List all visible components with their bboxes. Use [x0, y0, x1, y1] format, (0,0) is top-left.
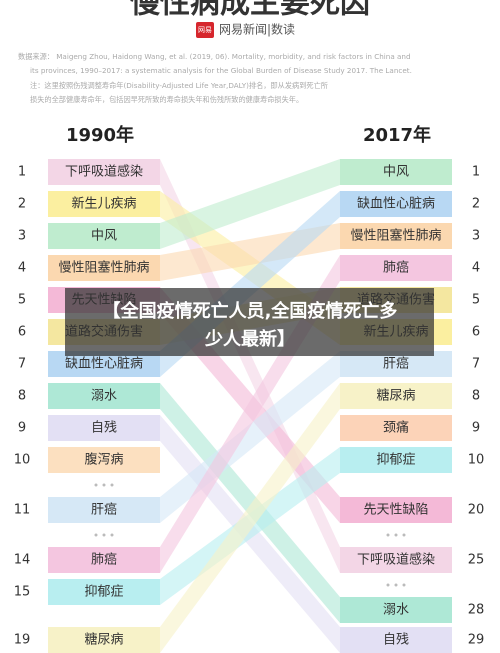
ellipsis [94, 483, 406, 587]
rank: 3 [18, 229, 26, 244]
label-box [48, 579, 160, 605]
label: 下呼吸道感染 [357, 552, 435, 568]
label-box [48, 383, 160, 409]
rank: 10 [14, 453, 31, 468]
rank: 9 [472, 421, 480, 436]
logo-text: 网易新闻|数读 [219, 22, 295, 37]
rank: 4 [472, 261, 480, 276]
rank: 7 [472, 357, 480, 372]
label: 肝癌 [91, 502, 117, 518]
label-box [48, 497, 160, 523]
label-box [340, 447, 452, 473]
label: 先天性缺陷 [363, 503, 428, 518]
rank: 6 [472, 325, 480, 340]
label: 慢性阻塞性肺病 [350, 228, 441, 244]
label: 溺水 [91, 389, 117, 404]
label-box [48, 255, 160, 281]
label-box [340, 627, 452, 653]
label: 新生儿疾病 [71, 196, 136, 212]
title: 慢性病成主要死因 [130, 0, 370, 21]
rank: 8 [18, 389, 26, 404]
source-line: 数据来源： Maigeng Zhou, Haidong Wang, et al.… [18, 52, 411, 61]
column-title: 1990年 [66, 124, 134, 146]
links [160, 159, 340, 653]
rank: 1 [472, 165, 480, 180]
overlay-banner [65, 288, 434, 356]
overlay-text: 【全国疫情死亡人员,全国疫情死亡多 [103, 300, 398, 322]
rank: 19 [14, 633, 31, 648]
rank: 11 [14, 503, 31, 518]
rank: 9 [18, 421, 26, 436]
label-box [340, 597, 452, 623]
label-box [340, 497, 452, 523]
label: 溺水 [383, 603, 409, 618]
label: 缺血性心脏病 [65, 357, 143, 372]
rank: 25 [468, 553, 485, 568]
label-box [340, 223, 452, 249]
label: 下呼吸道感染 [65, 164, 143, 180]
label-box [48, 447, 160, 473]
rank: 5 [472, 293, 480, 308]
label: 中风 [383, 165, 409, 180]
label: 肺癌 [383, 260, 409, 276]
rank: 28 [468, 603, 485, 618]
label-box [340, 255, 452, 281]
link [160, 383, 340, 653]
label: 自残 [383, 633, 409, 648]
label: 肺癌 [91, 552, 117, 568]
label: 慢性阻塞性肺病 [58, 260, 149, 276]
label: 腹泻病 [84, 452, 123, 468]
rank: 2 [18, 197, 26, 212]
rank: 29 [468, 633, 485, 648]
label-box [48, 627, 160, 653]
rank: 15 [14, 585, 31, 600]
label: 抑郁症 [376, 453, 415, 468]
rank: 1 [18, 165, 26, 180]
rank: 10 [468, 453, 485, 468]
rank: 6 [18, 325, 26, 340]
source-line: its provinces, 1990–2017: a systematic a… [30, 66, 412, 75]
overlay-text: 少人最新】 [204, 328, 295, 350]
label-box [340, 191, 452, 217]
source-line: 注：这里按照伤残调整寿命年(Disability-Adjusted Life Y… [30, 81, 328, 90]
rank: 5 [18, 293, 26, 308]
label-box [340, 415, 452, 441]
label: 中风 [91, 229, 117, 244]
label-box [48, 191, 160, 217]
column-title: 2017年 [363, 124, 431, 146]
label-box [340, 383, 452, 409]
rank: 20 [468, 503, 485, 518]
label-box [48, 415, 160, 441]
logo-box [196, 22, 214, 38]
rank: 14 [14, 553, 31, 568]
label-box [340, 159, 452, 185]
label-box [48, 547, 160, 573]
label-box [48, 159, 160, 185]
rank: 2 [472, 197, 480, 212]
source-line: 损失的全部健康寿命年，包括因早死所致的寿命损失年和伤残所致的健康寿命损失年。 [30, 95, 303, 104]
link [160, 159, 340, 249]
rank: 8 [472, 389, 480, 404]
link [160, 383, 340, 623]
label: 肝癌 [383, 356, 409, 372]
label-box [340, 547, 452, 573]
label: 自残 [91, 421, 117, 436]
label: 颈痛 [383, 420, 409, 436]
label: 糖尿病 [84, 632, 123, 648]
logo-badge: 网易 [198, 26, 212, 34]
label-box [48, 223, 160, 249]
rank: 4 [18, 261, 26, 276]
rank: 3 [472, 229, 480, 244]
label: 缺血性心脏病 [357, 197, 435, 212]
rank: 7 [18, 357, 26, 372]
label: 糖尿病 [376, 388, 415, 404]
label: 抑郁症 [84, 585, 123, 600]
